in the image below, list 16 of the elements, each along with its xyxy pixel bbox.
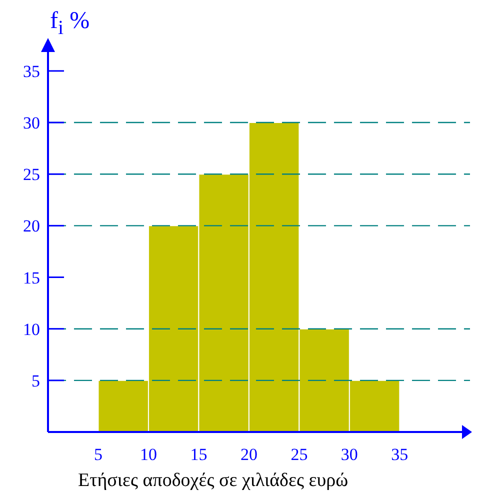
y-tick-label: 15 xyxy=(23,268,40,288)
y-tick-label: 10 xyxy=(23,320,40,339)
y-tick-label: 35 xyxy=(23,62,40,81)
y-tick-label: 30 xyxy=(23,114,40,133)
x-tick-label: 25 xyxy=(290,445,308,464)
y-tick-label: 25 xyxy=(23,165,40,184)
x-tick-label: 10 xyxy=(140,445,157,464)
y-tick-label: 20 xyxy=(23,216,40,236)
x-tick-label: 5 xyxy=(94,445,102,464)
x-tick-label: 20 xyxy=(240,445,258,464)
x-tick-label: 35 xyxy=(391,445,408,464)
y-tick-label: 5 xyxy=(32,371,40,390)
y-axis-title: f$_{i}$ % xyxy=(50,8,90,40)
x-tick-label: 30 xyxy=(340,445,358,464)
x-tick-label: 15 xyxy=(190,445,208,464)
x-axis-title: Ετήσιες αποδοχές σε χιλιάδες ευρώ xyxy=(78,470,348,492)
